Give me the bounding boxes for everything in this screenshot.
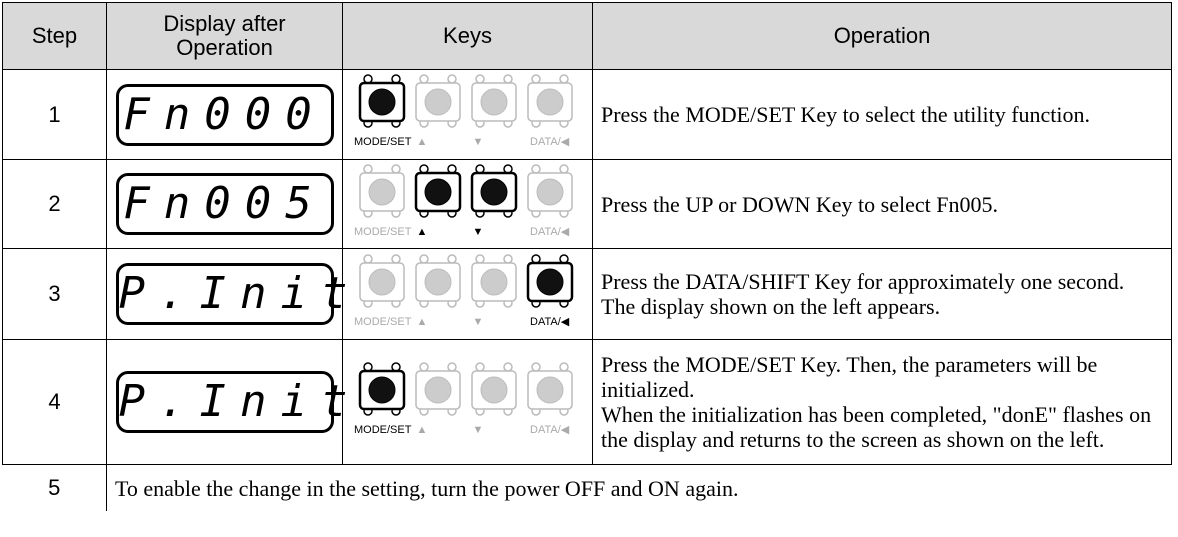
header-cell: Step xyxy=(2,2,107,70)
display-cell: P.Init xyxy=(106,248,347,340)
key-button xyxy=(536,88,563,116)
key-label: DATA/◀ xyxy=(530,316,570,328)
key-label: DATA/◀ xyxy=(530,226,570,238)
key-label: ▲ xyxy=(416,316,427,328)
display-cell: Fn005 xyxy=(106,159,343,249)
key-label: ▲ xyxy=(416,226,427,238)
operation-text: Press the MODE/SET Key to select the uti… xyxy=(592,69,1172,160)
step-number: 4 xyxy=(2,339,107,465)
keys-cell: MODE/SET ▲ ▼ DATA/◀ xyxy=(342,339,593,465)
operation-text: Press the UP or DOWN Key to select Fn005… xyxy=(592,159,1172,249)
display-readout: Fn000 xyxy=(115,83,334,146)
key-pin xyxy=(362,253,373,264)
key-pin xyxy=(502,361,513,372)
keypad: MODE/SET ▲ ▼ DATA/◀ xyxy=(354,163,573,238)
key-label: ▼ xyxy=(472,136,483,148)
key-label: MODE/SET xyxy=(354,316,412,328)
keys-cell: MODE/SET ▲ ▼ DATA/◀ xyxy=(342,69,593,160)
display-readout: P.Init xyxy=(115,263,347,325)
operation-text: To enable the change in the setting, tur… xyxy=(106,464,1172,511)
header-cell: Keys xyxy=(342,2,593,70)
key-button xyxy=(424,178,451,205)
key-button xyxy=(480,268,507,295)
operation-text: Press the MODE/SET Key. Then, the parame… xyxy=(592,339,1172,465)
key-pin xyxy=(446,361,457,372)
key-button xyxy=(368,88,395,116)
step-number: 3 xyxy=(2,248,107,340)
keypad: MODE/SET ▲ ▼ DATA/◀ xyxy=(354,361,573,436)
key-label: MODE/SET xyxy=(354,424,412,436)
key-pin xyxy=(418,253,429,264)
keypad: MODE/SET ▲ ▼ DATA/◀ xyxy=(354,74,573,148)
key-button xyxy=(536,376,563,403)
key-button xyxy=(480,178,507,205)
key-pin xyxy=(558,361,569,372)
key-pin xyxy=(390,253,401,264)
operation-text: Press the DATA/SHIFT Key for approximate… xyxy=(592,248,1172,340)
display-readout: P.Init xyxy=(115,371,347,433)
key-button xyxy=(368,376,395,403)
display-cell: Fn000 xyxy=(106,69,343,160)
operation-line: Press the MODE/SET Key. Then, the parame… xyxy=(601,352,1098,402)
key-label: ▼ xyxy=(472,316,483,328)
keypad: MODE/SET ▲ ▼ DATA/◀ xyxy=(354,253,573,328)
step-number: 2 xyxy=(2,159,107,249)
key-button xyxy=(424,268,451,295)
key-pin xyxy=(474,361,485,372)
header-cell: Operation xyxy=(592,2,1172,70)
step-row: 4 P.Init MODE/SET ▲ ▼ DATA/◀ Press the MODE/SE… xyxy=(2,339,1172,465)
key-label: MODE/SET xyxy=(354,136,412,148)
key-label: ▼ xyxy=(472,226,483,238)
key-pin xyxy=(502,253,513,264)
key-label: DATA/◀ xyxy=(530,424,570,436)
key-pin xyxy=(446,74,457,84)
operation-line: Press the DATA/SHIFT Key for approximate… xyxy=(601,269,1125,319)
key-pin xyxy=(474,253,485,264)
step-row: 1 Fn000 MODE/SET ▲ ▼ DATA/◀ Press the MODE/SET… xyxy=(2,69,1172,160)
key-pin xyxy=(418,361,429,372)
key-pin xyxy=(362,163,373,174)
key-label: MODE/SET xyxy=(354,226,412,238)
key-label: ▲ xyxy=(416,424,427,436)
step-number: 1 xyxy=(2,69,107,160)
key-pin xyxy=(558,163,569,174)
display-cell: P.Init xyxy=(106,339,347,465)
key-pin xyxy=(530,74,541,84)
keys-cell: MODE/SET ▲ ▼ DATA/◀ xyxy=(342,159,593,249)
key-label: ▲ xyxy=(416,136,427,148)
step-number: 5 xyxy=(2,464,107,511)
key-pin xyxy=(446,253,457,264)
steps-table: Step Display after Operation Keys Operat… xyxy=(2,2,1172,511)
key-button xyxy=(424,88,451,116)
key-pin xyxy=(558,74,569,84)
key-button xyxy=(480,376,507,403)
final-row: 5 To enable the change in the setting, tu… xyxy=(2,464,1172,511)
operation-line: Press the MODE/SET Key to select the uti… xyxy=(601,102,1091,127)
step-row: 3 P.Init MODE/SET ▲ ▼ DATA/◀ Press the DATA/SH… xyxy=(2,248,1172,340)
key-pin xyxy=(418,74,429,84)
key-button xyxy=(424,376,451,403)
key-label: DATA/◀ xyxy=(530,136,570,148)
header-row: Step Display after Operation Keys Operat… xyxy=(2,2,1172,70)
display-readout: Fn005 xyxy=(115,173,334,235)
step-row: 2 Fn005 MODE/SET ▲ ▼ DATA/◀ Press the UP or DO… xyxy=(2,159,1172,249)
key-button xyxy=(536,268,563,295)
key-label: ▼ xyxy=(472,424,483,436)
key-button xyxy=(480,88,507,116)
header-cell: Display after Operation xyxy=(106,2,343,70)
key-pin xyxy=(530,361,541,372)
operation-line: Press the UP or DOWN Key to select Fn005… xyxy=(601,191,998,217)
key-pin xyxy=(502,74,513,84)
table-body: 1 Fn000 MODE/SET ▲ ▼ DATA/◀ Press the MODE/SET… xyxy=(2,69,1172,511)
key-button xyxy=(368,178,395,205)
key-pin xyxy=(474,74,485,84)
keys-cell: MODE/SET ▲ ▼ DATA/◀ xyxy=(342,248,593,340)
key-pin xyxy=(530,163,541,174)
key-button xyxy=(368,268,395,295)
key-button xyxy=(536,178,563,205)
key-pin xyxy=(390,163,401,174)
operation-line: When the initialization has been complet… xyxy=(601,402,1152,452)
